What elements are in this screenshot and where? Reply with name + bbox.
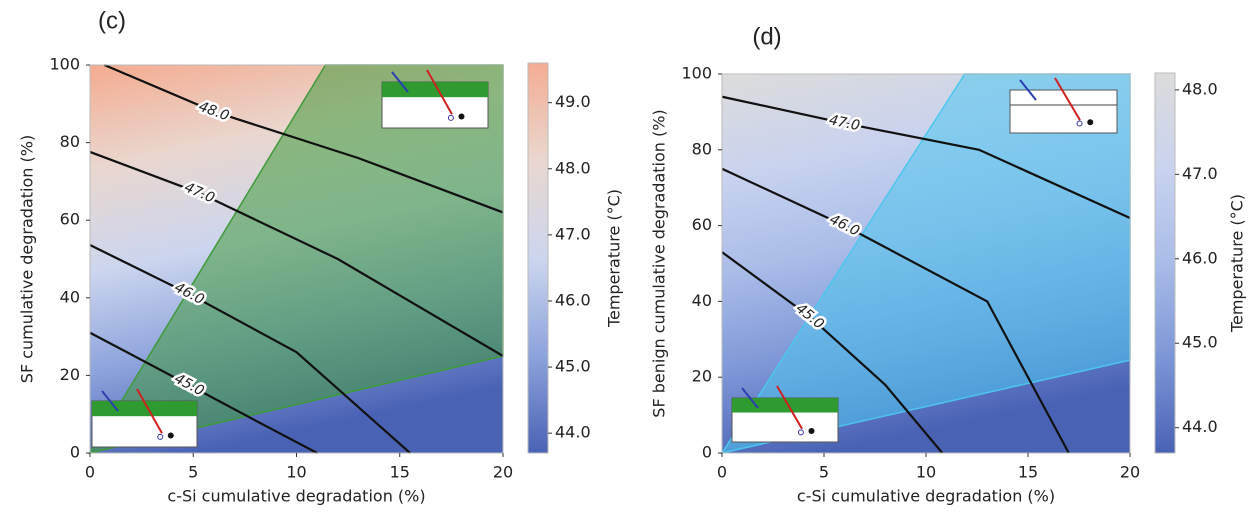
inset-dot (1077, 121, 1082, 126)
colorbar-tick-label: 47.0 (1182, 164, 1218, 183)
y-tick-label: 20 (60, 365, 80, 384)
y-tick-label: 60 (692, 215, 712, 234)
inset-dot (798, 430, 803, 435)
colorbar-tick-label: 46.0 (555, 290, 591, 309)
page: {"chart_data": [ {"type": "contour", "pa… (0, 0, 1252, 512)
y-axis-label: SF cumulative degradation (%) (18, 135, 37, 383)
x-axis-label: c-Si cumulative degradation (%) (167, 487, 425, 506)
colorbar-tick-label: 45.0 (555, 357, 591, 376)
colorbar-tick-label: 47.0 (555, 224, 591, 243)
inset-dot (448, 115, 453, 120)
panel-label: (d) (752, 23, 781, 50)
y-tick-label: 60 (60, 210, 80, 229)
x-tick-label: 5 (819, 463, 829, 482)
y-tick-label: 100 (49, 55, 80, 74)
colorbar (528, 63, 548, 453)
y-tick-label: 40 (60, 287, 80, 306)
x-tick-label: 10 (286, 463, 306, 482)
y-tick-label: 0 (702, 443, 712, 462)
inset-dot (158, 434, 163, 439)
x-tick-label: 15 (1018, 463, 1038, 482)
x-axis-label: c-Si cumulative degradation (%) (797, 487, 1055, 506)
colorbar-tick-label: 46.0 (1182, 248, 1218, 267)
y-tick-label: 40 (692, 291, 712, 310)
colorbar-tick-label: 49.0 (555, 92, 591, 111)
inset (1010, 90, 1117, 133)
colorbar-tick-label: 44.0 (555, 423, 591, 442)
y-axis-label: SF benign cumulative degradation (%) (650, 109, 669, 417)
colorbar-label: Temperature (°C) (1228, 194, 1247, 333)
y-tick-label: 80 (692, 139, 712, 158)
colorbar-tick-label: 48.0 (1182, 79, 1218, 98)
x-tick-label: 20 (493, 463, 513, 482)
y-tick-label: 80 (60, 132, 80, 151)
inset-dot (459, 114, 465, 120)
colorbar-tick-label: 45.0 (1182, 333, 1218, 352)
inset-dot (809, 428, 815, 434)
x-tick-label: 10 (916, 463, 936, 482)
x-tick-label: 20 (1120, 463, 1140, 482)
colorbar-label: Temperature (°C) (605, 189, 624, 328)
colorbar (1155, 73, 1175, 453)
y-tick-label: 0 (70, 443, 80, 462)
colorbar-tick-label: 48.0 (555, 158, 591, 177)
y-tick-label: 20 (692, 367, 712, 386)
y-tick-label: 100 (681, 64, 712, 83)
x-tick-label: 0 (85, 463, 95, 482)
x-tick-label: 0 (717, 463, 727, 482)
x-tick-label: 15 (390, 463, 410, 482)
inset-dot (1087, 119, 1093, 125)
inset-dot (168, 433, 174, 439)
panel-label: (c) (98, 7, 126, 34)
colorbar-tick-label: 44.0 (1182, 417, 1218, 436)
x-tick-label: 5 (188, 463, 198, 482)
figure: 48.047.046.045.005101520020406080100c-Si… (0, 0, 1252, 512)
